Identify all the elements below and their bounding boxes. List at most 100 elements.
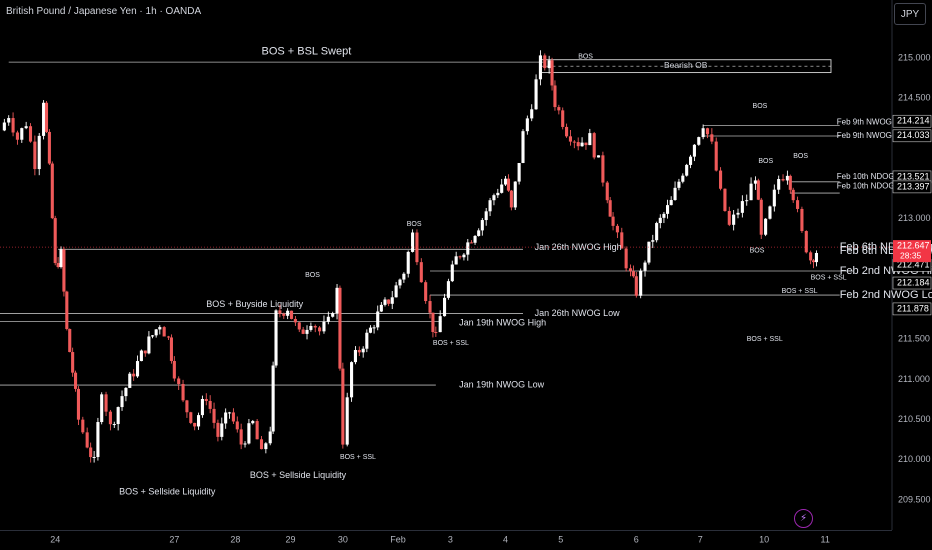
candle-body: [496, 192, 500, 196]
candle-body: [169, 337, 173, 361]
candle-body: [212, 408, 216, 423]
candle-body: [42, 102, 46, 136]
annotation-label-8: BOS: [578, 53, 593, 60]
candle-body: [76, 388, 80, 420]
candle-body: [462, 254, 466, 258]
candle-body: [100, 394, 104, 423]
candle-body: [419, 262, 423, 283]
candle-body: [85, 432, 89, 448]
candle-body: [73, 372, 78, 389]
candle-body: [415, 232, 419, 263]
candle-body: [550, 60, 554, 86]
candle-body: [777, 179, 781, 190]
price-label-3: 213.397: [897, 181, 930, 191]
candle-body: [772, 189, 776, 207]
candle-body: [331, 313, 335, 317]
x-tick-2: 28: [230, 534, 240, 544]
price-label-box-5: [892, 276, 932, 290]
annotation-label-15: BOS: [793, 153, 808, 160]
candle-body: [390, 297, 394, 304]
candle-body: [759, 199, 763, 235]
candle-body: [132, 373, 136, 377]
candle-body: [120, 396, 124, 408]
candle-body: [37, 135, 41, 170]
candle-body: [301, 329, 305, 334]
y-tick-7: 210.000: [898, 454, 931, 464]
candle-body: [387, 299, 391, 304]
annotation-label-11: BOS + SSL: [340, 454, 376, 461]
candle-body: [628, 268, 633, 272]
candle-body: [517, 162, 521, 182]
price-label-1: 214.033: [897, 130, 930, 140]
price-label-5: 212.184: [897, 277, 930, 287]
candle-body: [740, 201, 744, 213]
price-label-6: 211.878: [897, 303, 929, 313]
candle-body: [268, 431, 272, 444]
candle-body: [588, 133, 592, 146]
time-axis-separator: [0, 530, 892, 531]
candle-body: [150, 335, 155, 337]
candle-body: [800, 208, 804, 232]
candle-body: [181, 384, 185, 401]
price-label-4: 212.471: [897, 260, 930, 270]
annotation-label-10: BOS: [305, 272, 320, 279]
price-label-box-1: [892, 129, 932, 143]
candle-body: [791, 189, 795, 201]
candle-body: [231, 412, 235, 422]
candle-body: [313, 325, 317, 328]
candle-body: [719, 170, 723, 189]
candle-body: [705, 128, 710, 135]
annotation-label-13: BOS: [753, 103, 768, 110]
candle-body: [624, 248, 628, 269]
candle-body: [615, 225, 619, 233]
candle-body: [20, 128, 24, 140]
lightning-icon[interactable]: ⚡: [794, 509, 813, 528]
candle-body: [631, 271, 635, 277]
x-tick-7: 4: [503, 534, 508, 544]
annotation-label-27: Feb 2nd NWOG Low: [840, 289, 932, 301]
candle-body: [7, 118, 11, 123]
x-tick-1: 27: [169, 534, 179, 544]
candle-body: [504, 178, 508, 185]
candle-body: [394, 285, 398, 298]
candle-body: [655, 223, 659, 241]
candle-body: [547, 60, 551, 69]
candle-body: [398, 279, 402, 286]
candle-body: [736, 212, 740, 215]
candle-body: [264, 443, 268, 450]
candle-body: [596, 155, 601, 158]
candle-body: [243, 443, 247, 445]
candle-body: [781, 179, 785, 181]
candle-body: [580, 142, 584, 147]
candle-body: [224, 412, 228, 424]
countdown-label: 28:35: [900, 250, 922, 260]
bearish-ob-label: Bearish OB: [664, 60, 708, 70]
candle-body: [274, 310, 278, 366]
candle-body: [701, 128, 705, 138]
y-tick-2: 213.000: [898, 213, 931, 223]
price-label-2: 213.521: [897, 171, 930, 181]
candle-body: [814, 252, 819, 263]
candle-body: [124, 387, 128, 397]
annotation-label-18: BOS + SSL: [782, 288, 818, 295]
candle-body: [379, 304, 383, 312]
candle-body: [204, 398, 208, 401]
candle-body: [338, 287, 342, 369]
annotation-label-3: Jan 26th NWOG Low: [535, 308, 621, 318]
annotation-label-16: BOS: [750, 248, 765, 255]
candle-body: [411, 232, 415, 252]
currency-button[interactable]: JPY: [894, 3, 926, 25]
annotation-label-14: BOS: [758, 158, 773, 165]
candle-body: [239, 429, 243, 445]
candle-body: [11, 118, 15, 133]
candle-body: [89, 447, 93, 458]
candle-body: [685, 164, 689, 176]
candle-body: [112, 424, 116, 426]
candle-body: [431, 312, 435, 333]
candle-body: [139, 350, 143, 362]
x-tick-8: 5: [558, 534, 563, 544]
candle-body: [128, 373, 132, 388]
candle-body: [309, 325, 313, 330]
price-label-box-3: [892, 180, 932, 194]
